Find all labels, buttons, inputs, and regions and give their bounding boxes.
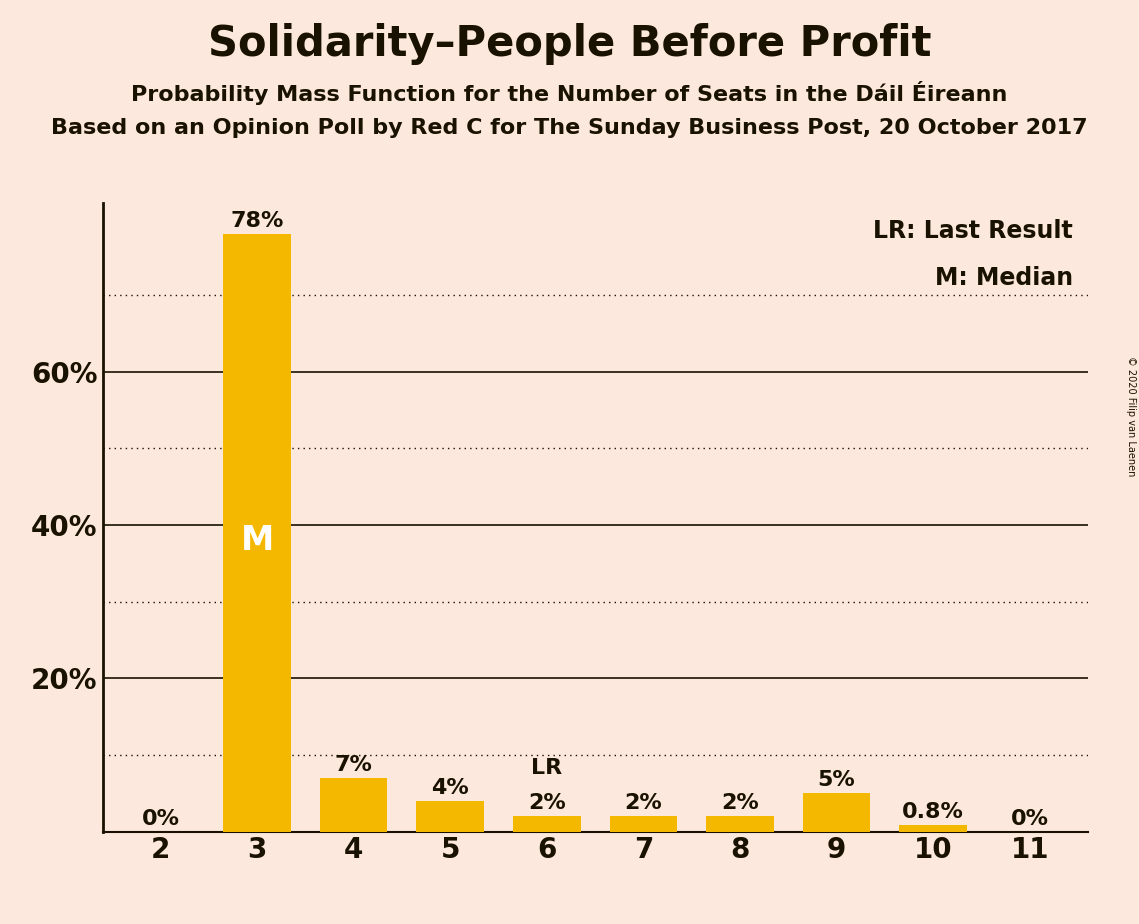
Text: 5%: 5% <box>818 771 855 790</box>
Bar <box>803 794 870 832</box>
Bar <box>900 825 967 832</box>
Text: © 2020 Filip van Laenen: © 2020 Filip van Laenen <box>1126 356 1136 476</box>
Text: 2%: 2% <box>721 793 759 813</box>
Text: 7%: 7% <box>335 755 372 775</box>
Bar <box>609 816 678 832</box>
Text: Based on an Opinion Poll by Red C for The Sunday Business Post, 20 October 2017: Based on an Opinion Poll by Red C for Th… <box>51 118 1088 139</box>
Text: 78%: 78% <box>230 211 284 231</box>
Text: 0%: 0% <box>1010 808 1049 829</box>
Text: 0.8%: 0.8% <box>902 802 964 822</box>
Text: 2%: 2% <box>528 793 566 813</box>
Text: M: M <box>240 524 273 557</box>
Text: Probability Mass Function for the Number of Seats in the Dáil Éireann: Probability Mass Function for the Number… <box>131 81 1008 105</box>
Bar <box>706 816 773 832</box>
Text: 4%: 4% <box>432 778 469 798</box>
Bar <box>513 816 581 832</box>
Text: LR: LR <box>531 758 563 778</box>
Text: 0%: 0% <box>141 808 180 829</box>
Text: 2%: 2% <box>624 793 662 813</box>
Bar <box>223 234 290 832</box>
Text: LR: Last Result: LR: Last Result <box>874 219 1073 243</box>
Bar <box>417 801 484 832</box>
Bar <box>320 778 387 832</box>
Text: Solidarity–People Before Profit: Solidarity–People Before Profit <box>207 23 932 65</box>
Text: M: Median: M: Median <box>935 266 1073 290</box>
